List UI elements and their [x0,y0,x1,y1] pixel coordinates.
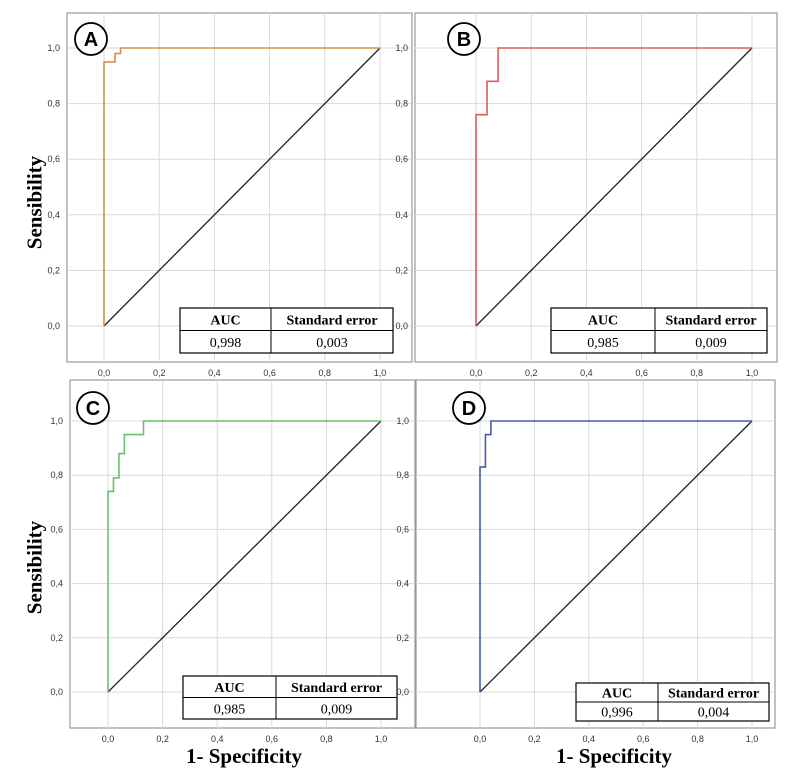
roc-panel-b: 0,0 0,0 0,2 0,2 0,4 0,4 0,6 0,6 0,8 0,8 1,0 1,0 AUC S… [395,12,778,378]
x-tick-label: 0,4 [580,368,593,378]
x-tick-label: 0,0 [470,368,483,378]
y-tick-label: 0,8 [396,470,409,480]
y-tick-label: 0,8 [395,99,408,109]
y-tick-label: 0,8 [50,470,63,480]
plot-frame [69,379,416,729]
x-tick-label: 1,0 [746,368,759,378]
panel-letter: B [457,29,471,51]
x-tick-label: 0,4 [208,368,221,378]
x-tick-label: 0,8 [319,368,332,378]
y-tick-label: 0,0 [50,687,63,697]
y-tick-label: 0,6 [47,154,60,164]
table-header-standard-error: Standard error [668,687,759,702]
table-value-auc: 0,985 [587,336,619,351]
y-tick-label: 0,2 [396,633,409,643]
x-tick-label: 0,8 [691,734,704,744]
table-value-auc: 0,996 [601,706,633,721]
plot-frame [415,379,776,729]
y-tick-label: 0,4 [395,210,408,220]
reference-diagonal-line [475,47,753,327]
y-tick-label: 0,4 [50,579,63,589]
y-tick-label: 0,0 [47,321,60,331]
x-tick-label: 0,0 [474,734,487,744]
reference-diagonal-line [479,420,753,693]
x-tick-label: 0,4 [583,734,596,744]
y-tick-label: 0,2 [47,265,60,275]
panel-badge [76,391,110,425]
y-tick-label: 0,2 [50,633,63,643]
x-tick-label: 0,8 [320,734,333,744]
table-header-auc: AUC [210,313,240,328]
y-tick-label: 0,8 [47,99,60,109]
table-value-standard-error: 0,009 [695,336,727,351]
roc-panel-a: 0,0 0,0 0,2 0,2 0,4 0,4 0,6 0,6 0,8 0,8 1,0 1,0 AUC S… [47,12,413,378]
y-tick-label: 1,0 [47,43,60,53]
y-tick-label: 0,4 [396,579,409,589]
table-value-auc: 0,985 [214,702,246,717]
x-tick-label: 0,8 [691,368,704,378]
x-tick-label: 0,6 [263,368,276,378]
x-tick-label: 1,0 [746,734,759,744]
y-tick-label: 1,0 [395,43,408,53]
reference-diagonal-line [107,420,382,693]
table-value-auc: 0,998 [210,336,242,351]
table-header-auc: AUC [214,681,244,696]
table-value-standard-error: 0,003 [316,336,348,351]
roc-panel-d: 0,0 0,0 0,2 0,2 0,4 0,4 0,6 0,6 0,8 0,8 1,0 1,0 AUC S… [396,379,776,744]
y-tick-label: 1,0 [396,416,409,426]
table-value-standard-error: 0,004 [698,706,730,721]
x-tick-label: 0,2 [525,368,538,378]
roc-curve-d [479,420,752,692]
panel-letter: A [84,29,98,51]
x-tick-label: 0,6 [637,734,650,744]
reference-diagonal-line [103,47,381,327]
table-header-standard-error: Standard error [665,313,756,328]
table-header-standard-error: Standard error [286,313,377,328]
table-value-standard-error: 0,009 [321,702,353,717]
x-tick-label: 1,0 [375,734,388,744]
x-tick-label: 1,0 [374,368,387,378]
panel-letter: D [462,398,476,420]
y-tick-label: 1,0 [50,416,63,426]
table-header-auc: AUC [588,313,618,328]
x-tick-label: 0,2 [153,368,166,378]
y-tick-label: 0,0 [396,687,409,697]
y-tick-label: 0,4 [47,210,60,220]
roc-curve-c [107,420,381,692]
panel-badge [452,391,486,425]
roc-panel-c: 0,0 0,0 0,2 0,2 0,4 0,4 0,6 0,6 0,8 0,8 1,0 1,0 AUC S… [50,379,416,744]
panel-badge [74,22,108,56]
y-tick-label: 0,6 [50,524,63,534]
x-tick-label: 0,4 [211,734,224,744]
roc-curve-b [475,47,752,326]
table-header-standard-error: Standard error [291,681,382,696]
roc-curve-a [103,47,380,326]
y-tick-label: 0,6 [396,524,409,534]
panel-letter: C [86,398,100,420]
x-tick-label: 0,6 [266,734,279,744]
x-tick-label: 0,2 [156,734,169,744]
y-tick-label: 0,2 [395,265,408,275]
x-tick-label: 0,0 [98,368,111,378]
y-axis-label-bottom: Sensibility [22,520,47,615]
x-tick-label: 0,6 [635,368,648,378]
panel-badge [447,22,481,56]
table-header-auc: AUC [602,687,632,702]
y-tick-label: 0,0 [395,321,408,331]
y-tick-label: 0,6 [395,154,408,164]
x-tick-label: 0,0 [102,734,115,744]
plot-frame [66,12,413,363]
x-tick-label: 0,2 [528,734,541,744]
y-axis-label-top: Sensibility [22,155,47,250]
x-axis-label-left: 1- Specificity [185,744,303,768]
x-axis-label-right: 1- Specificity [555,744,673,768]
